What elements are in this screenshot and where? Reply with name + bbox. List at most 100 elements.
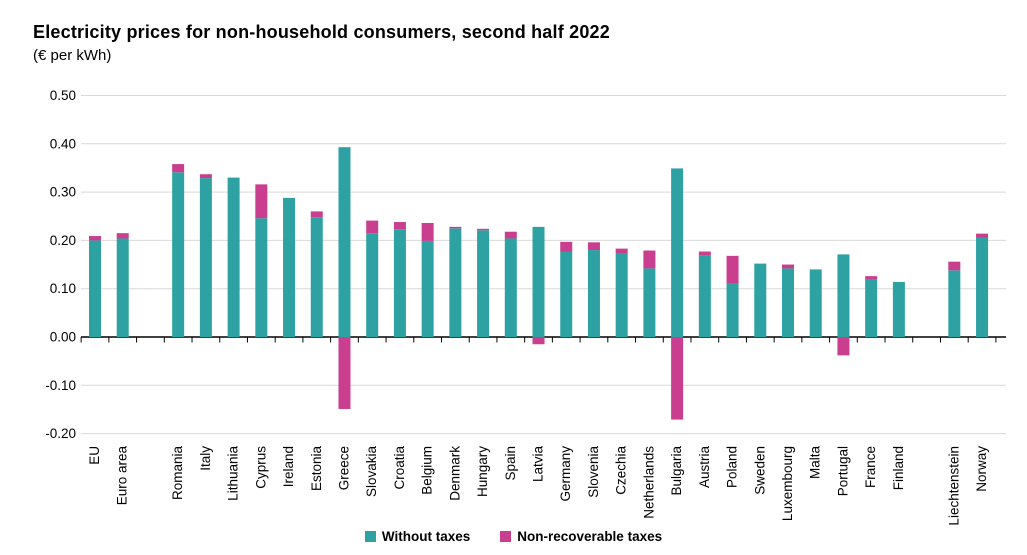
- bar-non-recoverable-taxes-Euro area: [116, 233, 129, 239]
- x-label-Italy: Italy: [198, 446, 213, 471]
- bar-without-taxes-Spain: [504, 238, 517, 337]
- x-label-Croatia: Croatia: [392, 446, 407, 490]
- y-tick-label-0.10: 0.10: [50, 281, 76, 296]
- bar-non-recoverable-taxes-Norway: [976, 233, 989, 238]
- legend-item-without-taxes: Without taxes: [364, 529, 471, 544]
- y-tick-label-0.20: 0.20: [50, 233, 76, 248]
- bar-without-taxes-Germany: [560, 251, 573, 337]
- x-label-Cyprus: Cyprus: [253, 446, 268, 489]
- bar-non-recoverable-taxes-Czechia: [615, 248, 628, 254]
- x-label-Norway: Norway: [974, 446, 989, 492]
- x-label-Bulgaria: Bulgaria: [669, 446, 684, 496]
- bar-non-recoverable-taxes-Slovenia: [587, 242, 600, 251]
- bar-without-taxes-France: [865, 279, 878, 337]
- bar-without-taxes-Sweden: [754, 263, 767, 337]
- bar-non-recoverable-taxes-Hungary: [477, 228, 490, 231]
- x-label-Sweden: Sweden: [752, 446, 767, 495]
- x-label-Romania: Romania: [170, 446, 185, 501]
- x-label-Hungary: Hungary: [475, 446, 490, 497]
- bar-non-recoverable-taxes-Croatia: [393, 222, 406, 230]
- bar-without-taxes-Cyprus: [255, 218, 268, 337]
- bar-non-recoverable-taxes-Luxembourg: [782, 264, 794, 269]
- x-label-Luxembourg: Luxembourg: [780, 446, 795, 521]
- x-label-Slovenia: Slovenia: [586, 446, 601, 498]
- x-label-Belgium: Belgium: [420, 446, 435, 495]
- x-label-Portugal: Portugal: [835, 446, 850, 496]
- bar-without-taxes-EU: [89, 240, 101, 337]
- legend-label-without-taxes: Without taxes: [381, 529, 471, 544]
- x-label-Finland: Finland: [891, 446, 906, 490]
- x-label-EU: EU: [87, 446, 102, 465]
- y-tick-label-0.30: 0.30: [50, 185, 76, 200]
- bar-without-taxes-Finland: [892, 281, 905, 337]
- x-label-Greece: Greece: [336, 446, 351, 490]
- bar-non-recoverable-taxes-Romania: [172, 164, 185, 173]
- bar-non-recoverable-taxes-Spain: [504, 231, 517, 239]
- bar-without-taxes-Greece: [338, 147, 351, 337]
- bar-without-taxes-Hungary: [477, 230, 490, 337]
- bar-non-recoverable-taxes-Liechtenstein: [948, 261, 961, 271]
- x-label-Malta: Malta: [808, 446, 823, 480]
- y-tick-label--0.20: -0.20: [45, 426, 76, 441]
- bar-without-taxes-Bulgaria: [671, 168, 684, 337]
- x-label-Latvia: Latvia: [531, 446, 546, 483]
- x-label-France: France: [863, 446, 878, 488]
- legend-swatch-without-taxes-icon: [364, 531, 376, 542]
- bar-non-recoverable-taxes-France: [865, 276, 878, 280]
- legend-label-non-recoverable-taxes: Non-recoverable taxes: [517, 529, 663, 544]
- bar-without-taxes-Czechia: [615, 253, 628, 337]
- bar-without-taxes-Denmark: [449, 228, 462, 337]
- bar-without-taxes-Croatia: [393, 229, 406, 337]
- bar-without-taxes-Austria: [698, 255, 711, 337]
- x-label-Liechtenstein: Liechtenstein: [946, 446, 961, 526]
- chart-legend: Without taxes Non-recoverable taxes: [0, 529, 1027, 544]
- bar-non-recoverable-taxes-Denmark: [449, 226, 462, 229]
- axis-unit-label: (€ per kWh): [33, 47, 112, 64]
- bar-without-taxes-Norway: [976, 237, 989, 337]
- bar-non-recoverable-taxes-Italy: [199, 174, 212, 179]
- x-label-Euro area: Euro area: [115, 446, 130, 506]
- bar-without-taxes-Ireland: [283, 197, 296, 337]
- x-label-Slovakia: Slovakia: [364, 446, 379, 498]
- bar-without-taxes-Luxembourg: [782, 268, 794, 337]
- bar-non-recoverable-taxes-Bulgaria: [671, 337, 684, 420]
- x-label-Ireland: Ireland: [281, 446, 296, 487]
- bar-without-taxes-Slovakia: [366, 233, 379, 337]
- bar-without-taxes-Latvia: [532, 226, 545, 337]
- bar-non-recoverable-taxes-Poland: [726, 255, 739, 284]
- legend-swatch-non-recoverable-taxes-icon: [500, 531, 512, 542]
- bar-without-taxes-Poland: [726, 283, 739, 337]
- bar-without-taxes-Slovenia: [587, 250, 600, 337]
- bar-non-recoverable-taxes-Slovakia: [366, 220, 379, 234]
- bar-without-taxes-Italy: [199, 178, 212, 337]
- bar-without-taxes-Malta: [809, 269, 822, 337]
- x-label-Germany: Germany: [558, 446, 573, 502]
- bar-non-recoverable-taxes-Portugal: [837, 337, 850, 356]
- bar-non-recoverable-taxes-EU: [89, 236, 101, 241]
- x-label-Denmark: Denmark: [447, 446, 462, 501]
- bar-without-taxes-Portugal: [837, 254, 850, 337]
- y-tick-label-0.00: 0.00: [50, 330, 76, 345]
- bar-non-recoverable-taxes-Latvia: [532, 337, 545, 345]
- bar-without-taxes-Romania: [172, 172, 185, 337]
- x-label-Lithuania: Lithuania: [226, 446, 241, 501]
- x-label-Spain: Spain: [503, 446, 518, 481]
- bar-without-taxes-Netherlands: [643, 268, 656, 337]
- bar-without-taxes-Liechtenstein: [948, 270, 961, 337]
- bar-without-taxes-Lithuania: [227, 177, 240, 337]
- bar-non-recoverable-taxes-Estonia: [310, 211, 323, 218]
- y-tick-label--0.10: -0.10: [45, 378, 76, 393]
- x-label-Netherlands: Netherlands: [641, 446, 656, 519]
- bar-without-taxes-Belgium: [421, 240, 434, 337]
- x-label-Poland: Poland: [725, 446, 740, 488]
- bar-non-recoverable-taxes-Austria: [698, 251, 711, 256]
- bar-without-taxes-Estonia: [310, 217, 323, 337]
- bar-non-recoverable-taxes-Greece: [338, 337, 351, 409]
- x-label-Austria: Austria: [697, 446, 712, 489]
- page-title: Electricity prices for non-household con…: [33, 22, 610, 42]
- y-tick-label-0.40: 0.40: [50, 136, 76, 151]
- bar-without-taxes-Euro area: [116, 238, 129, 337]
- x-label-Czechia: Czechia: [614, 446, 629, 495]
